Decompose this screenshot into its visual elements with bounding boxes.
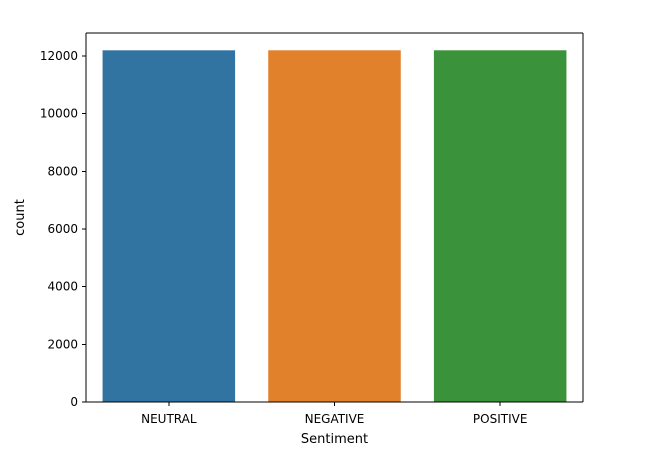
y-tick-label: 0: [70, 395, 78, 409]
x-tick-label: NEUTRAL: [141, 412, 197, 426]
y-ticks-group: 0 2000 4000 6000 8000 10000 12000: [40, 49, 86, 409]
x-tick-label: POSITIVE: [473, 412, 528, 426]
y-tick-label: 12000: [40, 49, 78, 63]
y-tick-label: 4000: [47, 280, 78, 294]
y-axis-label: count: [13, 199, 28, 236]
bars-group: [102, 50, 567, 402]
y-tick-label: 8000: [47, 164, 78, 178]
bar-positive: [433, 50, 567, 402]
bar-neutral: [102, 50, 236, 402]
bar-negative: [268, 50, 401, 402]
x-ticks-group: NEUTRAL NEGATIVE POSITIVE: [141, 402, 527, 426]
y-tick-label: 10000: [40, 107, 78, 121]
x-tick-label: NEGATIVE: [305, 412, 365, 426]
y-tick-label: 6000: [47, 222, 78, 236]
y-tick-label: 2000: [47, 337, 78, 351]
x-axis-label: Sentiment: [301, 432, 368, 447]
